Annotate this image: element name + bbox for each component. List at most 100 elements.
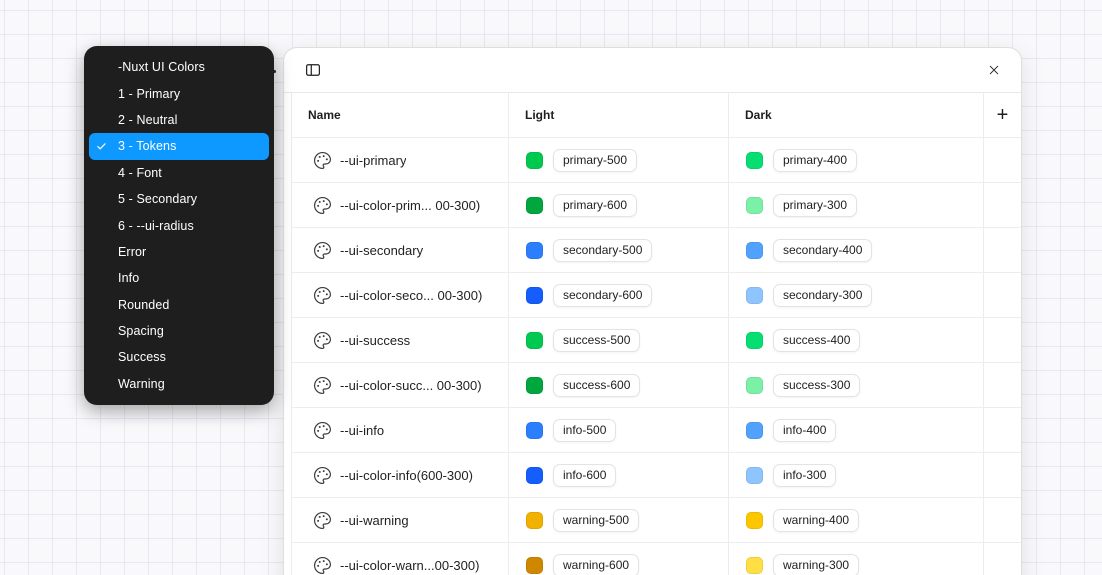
dark-color-chip[interactable]: secondary-400 [773,238,873,262]
light-value-cell: info-500 [509,408,729,452]
menu-item[interactable]: -Nuxt UI Colors [89,54,269,80]
light-color-chip[interactable]: success-500 [553,328,641,352]
dark-color-swatch[interactable] [746,421,763,439]
token-name: --ui-color-succ... 00-300) [340,377,482,393]
table-row[interactable]: --ui-color-succ... 00-300) success-600 s… [292,363,1021,408]
dark-color-chip[interactable]: success-400 [773,328,861,352]
token-name: --ui-color-warn...00-300) [340,557,480,573]
light-color-chip[interactable]: secondary-500 [553,238,653,262]
menu-item[interactable]: Info [89,265,269,291]
dark-color-chip[interactable]: warning-300 [773,553,860,575]
light-color-chip[interactable]: warning-500 [553,508,640,532]
menu-item[interactable]: 6 - --ui-radius [89,212,269,238]
dark-color-chip[interactable]: primary-300 [773,193,858,217]
menu-item[interactable]: 5 - Secondary [89,186,269,212]
dark-color-chip[interactable]: success-300 [773,373,861,397]
dark-color-swatch[interactable] [746,331,763,349]
table-row[interactable]: --ui-info info-500 info-400 [292,408,1021,453]
table-row[interactable]: --ui-secondary secondary-500 secondary-4… [292,228,1021,273]
token-name: --ui-secondary [340,242,424,258]
menu-item[interactable]: Rounded [89,292,269,318]
dark-value-cell: info-300 [729,453,984,497]
menu-item[interactable]: 4 - Font [89,160,269,186]
menu-item-label: 2 - Neutral [118,112,178,127]
light-color-chip[interactable]: success-600 [553,373,641,397]
light-value-cell: info-600 [509,453,729,497]
close-icon [987,63,1001,77]
dark-color-chip[interactable]: secondary-300 [773,283,873,307]
dark-color-swatch[interactable] [746,286,763,304]
light-value-cell: secondary-500 [509,228,729,272]
light-color-chip[interactable]: secondary-600 [553,283,653,307]
close-button[interactable] [981,57,1007,83]
light-color-chip[interactable]: primary-500 [553,148,638,172]
tokens-table: Name Light Dark + --ui-primary prim [291,93,1021,575]
light-color-swatch[interactable] [526,556,543,574]
palette-icon [313,421,332,440]
dark-color-chip[interactable]: info-400 [773,418,837,442]
menu-item-label: -Nuxt UI Colors [118,60,205,75]
light-color-swatch[interactable] [526,421,543,439]
dark-value-cell: primary-300 [729,183,984,227]
plugin-modal: Name Light Dark + --ui-primary prim [283,47,1022,575]
light-color-swatch[interactable] [526,466,543,484]
light-color-swatch[interactable] [526,196,543,214]
light-color-swatch[interactable] [526,511,543,529]
table-row[interactable]: --ui-color-seco... 00-300) secondary-600… [292,273,1021,318]
dark-value-cell: warning-300 [729,543,984,575]
menu-item-label: Warning [118,376,165,391]
menu-item[interactable]: Success [89,344,269,370]
table-row[interactable]: --ui-success success-500 success-400 [292,318,1021,363]
add-column-button[interactable]: + [996,104,1009,126]
menu-item-label: Rounded [118,297,170,312]
sidebar-panel-toggle-button[interactable] [300,57,326,83]
dark-color-swatch[interactable] [746,511,763,529]
light-color-swatch[interactable] [526,241,543,259]
menu-item[interactable]: 2 - Neutral [89,107,269,133]
palette-icon [313,556,332,575]
light-color-chip[interactable]: warning-600 [553,553,640,575]
dark-color-swatch[interactable] [746,196,763,214]
token-name-cell: --ui-color-prim... 00-300) [292,183,509,227]
table-row[interactable]: --ui-color-info(600-300) info-600 info-3… [292,453,1021,498]
checkmark-icon [96,141,118,152]
palette-icon [313,511,332,530]
light-color-swatch[interactable] [526,286,543,304]
light-color-chip[interactable]: info-600 [553,463,617,487]
light-color-swatch[interactable] [526,151,543,169]
menu-item[interactable]: Warning [89,371,269,397]
dark-color-swatch[interactable] [746,376,763,394]
row-trailing-cell [984,408,1021,452]
dark-color-chip[interactable]: primary-400 [773,148,858,172]
light-value-cell: primary-600 [509,183,729,227]
light-color-swatch[interactable] [526,331,543,349]
dark-value-cell: info-400 [729,408,984,452]
table-row[interactable]: --ui-color-prim... 00-300) primary-600 p… [292,183,1021,228]
menu-item[interactable]: 1 - Primary [89,80,269,106]
dark-color-chip[interactable]: warning-400 [773,508,860,532]
modal-header [284,48,1021,93]
token-name: --ui-warning [340,512,409,528]
table-row[interactable]: --ui-color-warn...00-300) warning-600 wa… [292,543,1021,575]
dark-value-cell: secondary-400 [729,228,984,272]
menu-item[interactable]: 3 - Tokens [89,133,269,160]
dark-color-chip[interactable]: info-300 [773,463,837,487]
dark-color-swatch[interactable] [746,241,763,259]
menu-item[interactable]: Spacing [89,318,269,344]
palette-icon [313,466,332,485]
token-name-cell: --ui-secondary [292,228,509,272]
palette-icon [313,286,332,305]
menu-item[interactable]: Error [89,239,269,265]
dark-color-swatch[interactable] [746,466,763,484]
row-trailing-cell [984,543,1021,575]
light-color-chip[interactable]: info-500 [553,418,617,442]
light-color-chip[interactable]: primary-600 [553,193,638,217]
dark-color-swatch[interactable] [746,151,763,169]
table-row[interactable]: --ui-primary primary-500 primary-400 [292,138,1021,183]
table-header-row: Name Light Dark + [292,93,1021,138]
dark-color-swatch[interactable] [746,556,763,574]
table-row[interactable]: --ui-warning warning-500 warning-400 [292,498,1021,543]
token-name-cell: --ui-warning [292,498,509,542]
light-color-swatch[interactable] [526,376,543,394]
menu-item-label: Spacing [118,324,164,339]
